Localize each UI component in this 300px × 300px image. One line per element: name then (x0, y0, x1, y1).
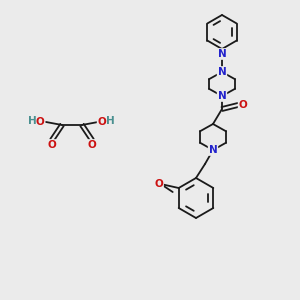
Text: O: O (238, 100, 247, 110)
Text: H: H (106, 116, 114, 126)
Text: O: O (36, 117, 44, 127)
Text: O: O (48, 140, 56, 150)
Text: O: O (98, 117, 106, 127)
Text: O: O (154, 179, 163, 189)
Text: N: N (218, 67, 226, 77)
Text: N: N (218, 49, 226, 59)
Text: O: O (88, 140, 96, 150)
Text: N: N (218, 91, 226, 101)
Text: H: H (28, 116, 36, 126)
Text: N: N (208, 145, 217, 155)
